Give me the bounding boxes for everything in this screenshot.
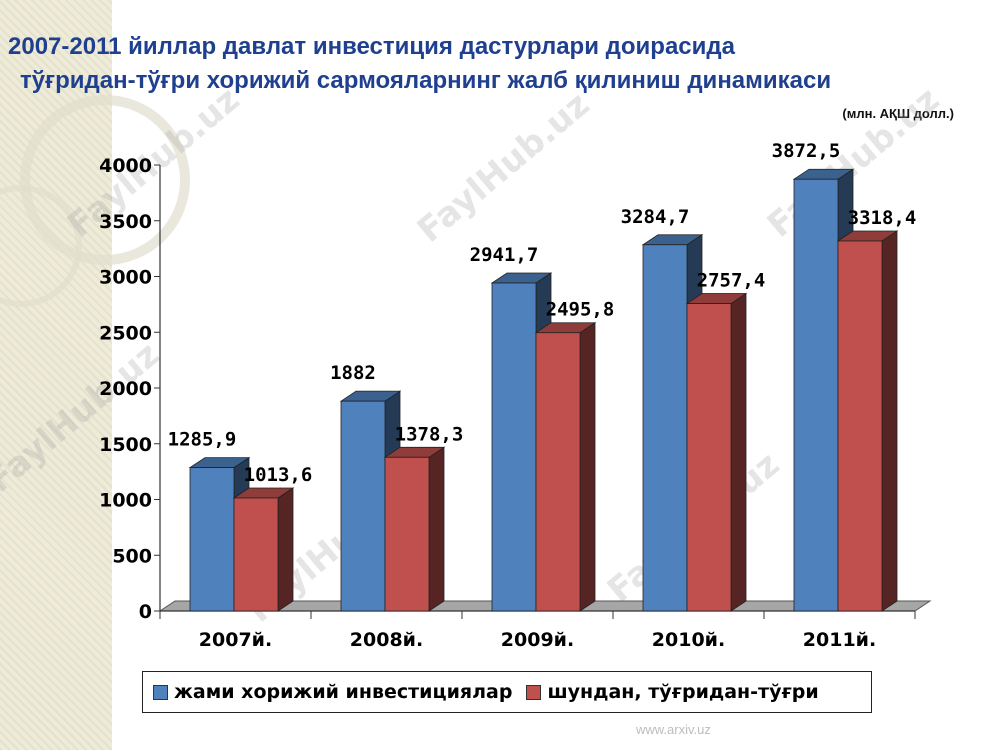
legend-item-direct: шундан, тўғридан-тўғри (526, 681, 819, 703)
x-tick-label: 2007й. (199, 629, 272, 651)
bar-total (642, 244, 688, 612)
bar-side (428, 446, 445, 612)
bar-total (340, 400, 386, 612)
data-label: 3284,7 (621, 206, 690, 228)
x-tick-label: 2008й. (350, 629, 423, 651)
legend-label-direct: шундан, тўғридан-тўғри (547, 681, 819, 703)
y-tick-label: 0 (139, 601, 152, 623)
legend-item-total: жами хорижий инвестициялар (153, 681, 512, 703)
data-label: 3872,5 (772, 140, 841, 162)
y-tick-label: 500 (112, 545, 152, 567)
data-label: 1013,6 (244, 464, 313, 486)
x-tick-label: 2011й. (803, 629, 876, 651)
bar-side (579, 321, 596, 612)
legend-swatch-total (153, 684, 168, 700)
y-tick-label: 3500 (99, 211, 152, 233)
bar-total (793, 178, 839, 612)
bar-total (189, 467, 235, 612)
data-label: 3318,4 (848, 207, 917, 229)
bar-direct (535, 332, 581, 612)
decorative-circle (20, 95, 190, 265)
x-tick-label: 2010й. (652, 629, 725, 651)
y-tick-label: 1000 (99, 490, 152, 512)
y-tick-label: 1500 (99, 434, 152, 456)
data-label: 1882 (330, 362, 376, 384)
unit-label: (млн. АҚШ долл.) (842, 106, 954, 121)
bar-side (730, 292, 747, 612)
legend-swatch-direct (526, 684, 542, 700)
bar-direct (686, 303, 732, 612)
y-tick-label: 2000 (99, 378, 152, 400)
bar-direct (837, 240, 883, 612)
data-label: 2495,8 (546, 299, 615, 321)
chart-title: 2007-2011 йиллар давлат инвестиция дасту… (8, 30, 998, 98)
chart-title-line1: 2007-2011 йиллар давлат инвестиция дасту… (8, 33, 735, 60)
y-tick-label: 4000 (99, 155, 152, 177)
chart-title-line2: тўғридан-тўғри хорижий сармояларнинг жал… (20, 67, 832, 94)
bar-direct (384, 456, 430, 612)
site-url: www.arxiv.uz (636, 722, 711, 737)
legend-label-total: жами хорижий инвестициялар (174, 681, 513, 703)
data-label: 2941,7 (470, 244, 539, 266)
bar-side (881, 230, 898, 612)
data-label: 1285,9 (168, 429, 237, 451)
x-tick-label: 2009й. (501, 629, 574, 651)
y-tick-label: 3000 (99, 267, 152, 289)
data-label: 1378,3 (395, 423, 464, 445)
bar-direct (233, 497, 279, 612)
data-label: 2757,4 (697, 270, 766, 292)
y-tick-label: 2500 (99, 322, 152, 344)
chart-legend: жами хорижий инвестициялар шундан, тўғри… (142, 671, 872, 713)
bar-total (491, 282, 537, 612)
bar-side (277, 487, 294, 612)
